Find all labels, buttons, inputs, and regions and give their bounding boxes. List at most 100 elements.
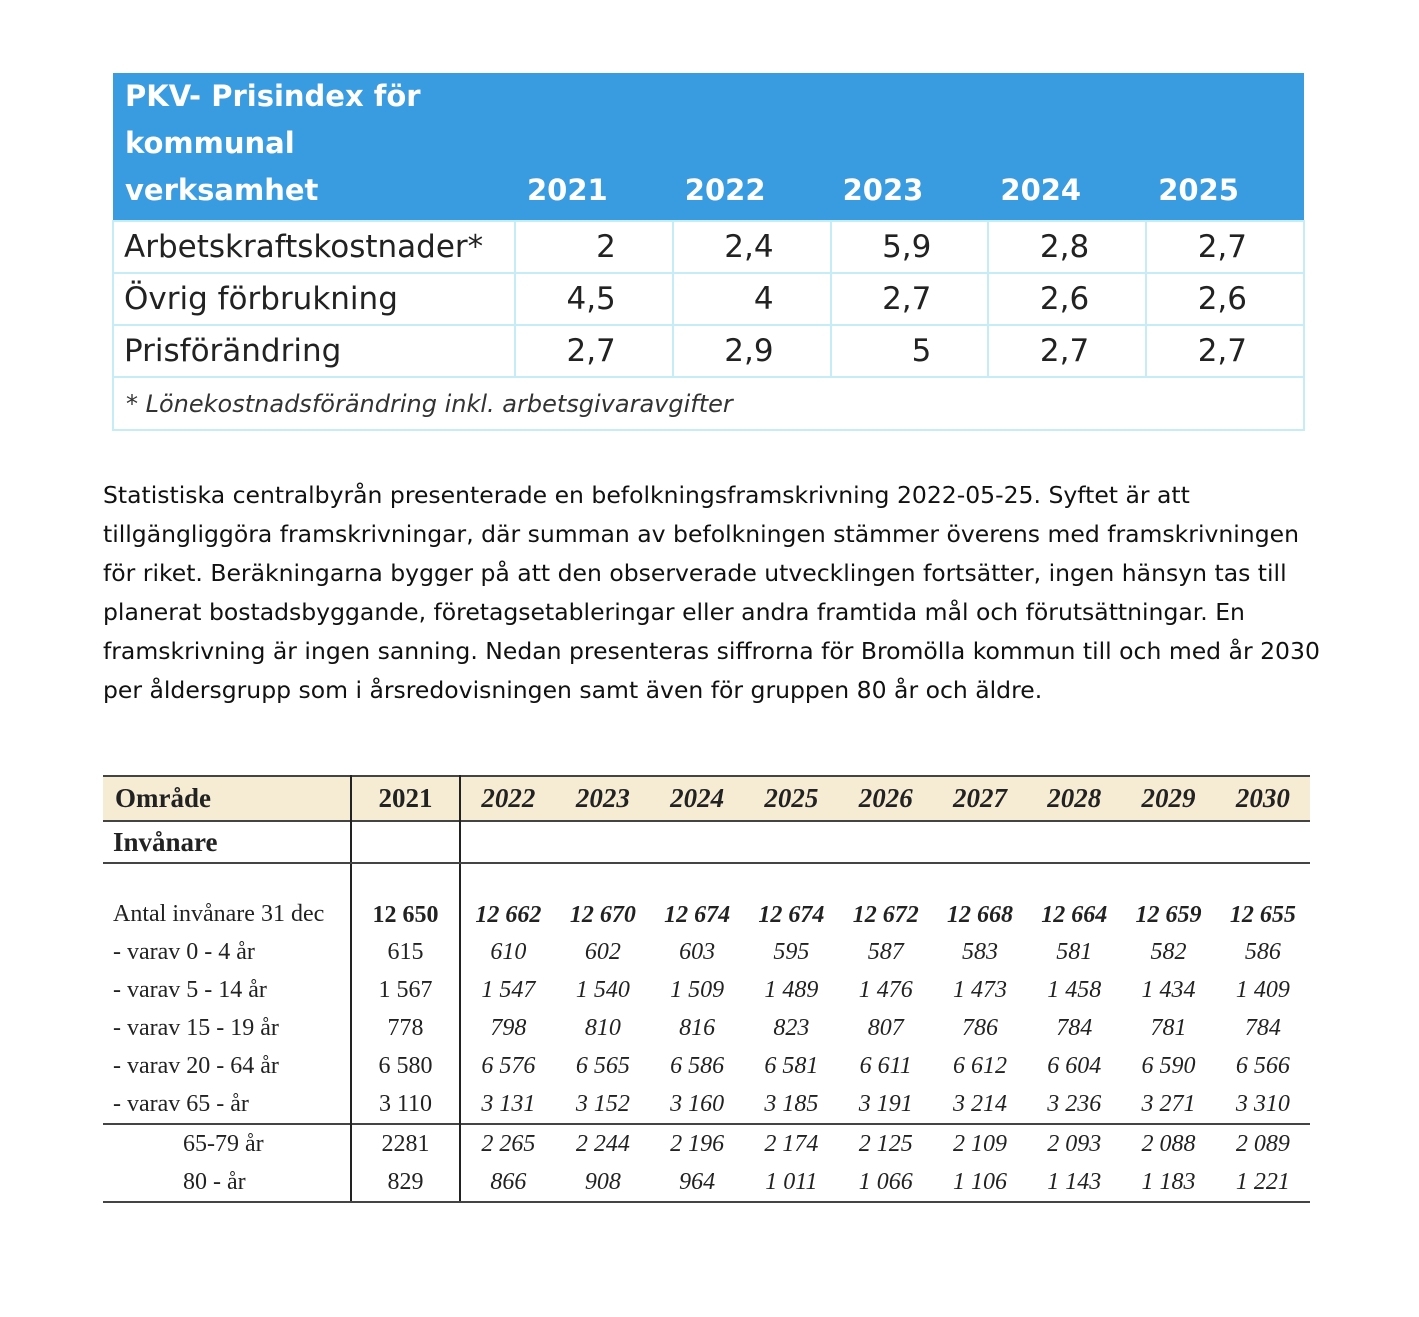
pop-cell: 3 310 [1235,1090,1290,1117]
pop-cell: 784 [1056,1014,1093,1041]
pop-cell: 1 409 [1235,976,1290,1003]
pkv-row: Arbetskraftskostnader* 2 2,4 5,9 2,8 2,7 [112,220,1305,274]
pop-cell: 2 196 [649,1123,745,1163]
pkv-cell: 4 [671,272,832,326]
pkv-row-label: Övrig förbrukning [112,272,516,326]
pop-row-label: - varav 0 - 4 år [113,938,255,965]
pkv-cell: 2,6 [987,272,1148,326]
pop-cell: 2 089 [1215,1123,1310,1163]
pop-cell: 778 [350,1009,461,1047]
pop-section-row: Invånare [103,821,1310,864]
pop-cell: 866 [460,1163,556,1203]
pop-cell: 6 565 [575,1052,630,1079]
pop-year-header: 2023 [575,783,630,813]
pop-year-header: 2028 [1047,783,1102,813]
pop-cell: 2 109 [932,1123,1028,1163]
pop-cell: 6 576 [481,1052,536,1079]
pop-cell: 2 093 [1027,1123,1122,1163]
pop-cell: 586 [1244,938,1281,965]
pkv-cell: 4,5 [514,272,674,326]
pkv-year-header: 2024 [1000,173,1082,207]
pop-cell: 1 547 [481,976,536,1003]
pop-cell: 1 473 [952,976,1007,1003]
pop-cell: 1 476 [858,976,913,1003]
pop-row-label: - varav 15 - 19 år [113,1014,279,1041]
pop-cell: 908 [555,1163,650,1203]
pop-cell: 3 131 [481,1090,536,1117]
pkv-cell: 2,7 [829,272,990,326]
pop-cell: 1 567 [350,971,461,1009]
pop-row-label: - varav 65 - år [113,1090,249,1117]
pop-row-label: 80 - år [103,1163,351,1203]
pkv-row-label: Prisförändring [112,324,516,378]
pop-cell: 2 265 [460,1123,556,1163]
pkv-price-index-table: PKV- Prisindex för kommunal verksamhet 2021… [112,73,1305,431]
pop-year-header: 2024 [670,783,725,813]
pop-header-label: Område [115,783,211,813]
pkv-title-line: verksamhet [125,173,319,207]
empty-cell [460,821,1310,864]
pop-cell: 1 458 [1047,976,1102,1003]
pop-cell: 1 066 [838,1163,933,1203]
pop-year-header: 2022 [481,783,536,813]
pop-cell: 964 [649,1163,745,1203]
pop-section-label: Invånare [103,821,351,864]
pop-row: - varav 20 - 64 år 6 580 6 576 6 565 6 586 6 … [103,1047,1310,1085]
pop-cell: 12 650 [350,863,461,933]
pop-cell: 3 236 [1047,1090,1102,1117]
pop-cell: 583 [961,938,998,965]
pop-cell: 3 110 [350,1085,461,1124]
pop-cell: 1 434 [1141,976,1196,1003]
pkv-row-label: Arbetskraftskostnader* [112,220,516,274]
pop-cell: 2 244 [555,1123,650,1163]
pkv-cell: 5 [829,324,990,378]
pkv-row: Övrig förbrukning 4,5 4 2,7 2,6 2,6 [112,272,1305,326]
pop-cell: 12 674 [758,902,825,928]
pop-year-header: 2026 [858,783,913,813]
pkv-title: PKV- Prisindex för kommunal verksamhet [113,73,515,221]
pop-cell: 12 674 [664,902,731,928]
pop-row: 80 - år 829 866 908 964 1 011 1 066 1 106 1 143 1… [103,1163,1310,1203]
pop-cell: 3 160 [670,1090,725,1117]
pop-row: - varav 65 - år 3 110 3 131 3 152 3 160 3 185… [103,1085,1310,1124]
pop-cell: 1 509 [670,976,725,1003]
pkv-cell: 2,6 [1145,272,1305,326]
pop-cell: 784 [1244,1014,1281,1041]
pop-cell: 6 611 [859,1052,912,1079]
pop-cell: 3 191 [858,1090,913,1117]
pkv-cell: 5,9 [829,220,990,274]
pkv-year-header: 2022 [684,173,766,207]
pop-cell: 595 [773,938,810,965]
pop-cell: 587 [867,938,904,965]
pop-header-row: Område 2021 2022 2023 2024 2025 2026 2027 2028 20… [103,776,1310,821]
pop-cell: 3 271 [1141,1090,1196,1117]
pop-year-header: 2030 [1235,783,1290,813]
pop-cell: 12 664 [1041,902,1108,928]
pop-cell: 1 143 [1027,1163,1122,1203]
pop-cell: 12 670 [569,902,636,928]
pop-row: 65-79 år 2281 2 265 2 244 2 196 2 174 2 125 2 1… [103,1123,1310,1163]
pop-cell: 6 566 [1235,1052,1290,1079]
pkv-cell: 2,7 [1145,324,1305,378]
pkv-cell: 2,4 [671,220,832,274]
pop-row: Antal invånare 31 dec 12 650 12 662 12 670 1… [103,863,1310,933]
pop-cell: 786 [961,1014,998,1041]
pop-cell: 602 [584,938,621,965]
pop-cell: 12 662 [475,902,542,928]
pop-cell: 2 088 [1121,1123,1216,1163]
pop-cell: 1 183 [1121,1163,1216,1203]
pop-cell: 1 221 [1215,1163,1310,1203]
pop-cell: 6 586 [670,1052,725,1079]
pop-cell: 6 604 [1047,1052,1102,1079]
pop-cell: 3 214 [952,1090,1007,1117]
pop-cell: 810 [584,1014,621,1041]
pop-cell: 1 540 [575,976,630,1003]
pkv-header-row: PKV- Prisindex för kommunal verksamhet 2021… [113,73,1304,221]
pop-cell: 6 590 [1141,1052,1196,1079]
pop-row-label: - varav 5 - 14 år [113,976,267,1003]
pkv-footnote-row: * Lönekostnadsförändring inkl. arbetsgiv… [112,376,1305,431]
pkv-row: Prisförändring 2,7 2,9 5 2,7 2,7 [112,324,1305,378]
pkv-cell: 2 [514,220,674,274]
pop-cell: 6 580 [350,1047,461,1085]
pop-year-header: 2027 [952,783,1007,813]
